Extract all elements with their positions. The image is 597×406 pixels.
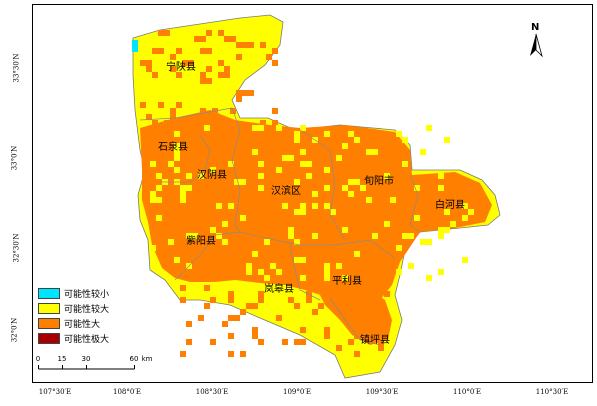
scale-tick: 15 [57,355,67,363]
x-tick-label: 109°30′E [365,388,399,396]
county-label: 石泉县 [158,140,188,153]
scale-tick: 60 [129,355,139,363]
county-boundaries [139,107,421,346]
county-label: 平利县 [332,275,362,287]
legend: 可能性较小 可能性较大 可能性大 可能性极大 [38,286,109,346]
legend-label: 可能性较小 [64,289,110,300]
x-tick-label: 109°0′E [282,388,312,396]
x-tick-label: 108°30′E [195,388,229,396]
legend-swatch [38,332,60,344]
map-frame [32,4,593,383]
scale-bar-line [38,365,135,370]
legend-item: 可能性极大 [38,331,109,345]
legend-swatch [38,317,60,329]
county-label: 宁陕县 [166,60,196,73]
y-tick-label: 33°30′N [12,53,21,83]
y-tick-label: 32°30′N [12,233,21,263]
legend-swatch [38,302,60,314]
x-tick-label: 110°30′E [535,388,569,396]
legend-label: 可能性极大 [64,334,110,345]
x-tick-label: 108°0′E [112,388,142,396]
county-label: 镇坪县 [360,333,390,346]
north-label: N [531,22,540,33]
scale-bar: 0 15 30 60 km [35,355,152,373]
raster-pixels [132,30,474,357]
y-tick-label: 32°0′N [10,317,19,343]
scale-unit: km [141,355,153,363]
scale-tick: 30 [81,355,91,363]
legend-label: 可能性大 [64,319,101,330]
legend-item: 可能性较大 [38,301,109,315]
county-label: 紫阳县 [186,235,216,247]
legend-swatch [38,287,60,299]
legend-label: 可能性较大 [64,304,110,315]
county-label: 岚皋县 [264,282,294,295]
legend-item: 可能性大 [38,316,109,330]
legend-item: 可能性较小 [38,286,109,300]
county-label: 旬阳市 [364,174,394,187]
x-tick-label: 107°30′E [38,388,72,396]
y-tick-label: 33°0′N [10,145,19,171]
county-label: 白河县 [435,198,465,211]
scale-tick: 0 [35,355,41,363]
county-label: 汉阴县 [197,169,227,181]
north-arrow-icon [530,33,543,58]
x-tick-label: 110°0′E [452,388,482,396]
county-label: 汉滨区 [271,184,301,197]
high-probability-zone-south [315,280,392,345]
